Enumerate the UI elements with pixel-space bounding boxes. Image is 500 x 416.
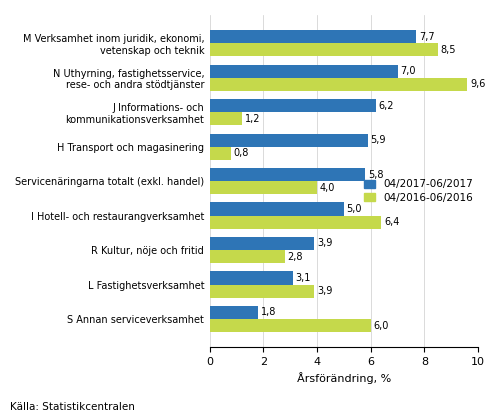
Bar xyxy=(210,237,314,250)
Text: 7,0: 7,0 xyxy=(400,66,415,76)
Bar xyxy=(210,78,468,91)
Text: 1,2: 1,2 xyxy=(244,114,260,124)
Text: 5,0: 5,0 xyxy=(346,204,362,214)
Bar xyxy=(210,168,366,181)
Bar xyxy=(210,30,416,43)
Text: 1,8: 1,8 xyxy=(260,307,276,317)
Legend: 04/2017-06/2017, 04/2016-06/2016: 04/2017-06/2017, 04/2016-06/2016 xyxy=(364,179,473,203)
Text: 2,8: 2,8 xyxy=(288,252,303,262)
Bar xyxy=(210,306,258,319)
Text: 3,9: 3,9 xyxy=(317,286,332,296)
Bar xyxy=(210,146,231,160)
Text: 6,4: 6,4 xyxy=(384,217,400,227)
Text: 3,9: 3,9 xyxy=(317,238,332,248)
Text: 5,9: 5,9 xyxy=(370,135,386,145)
Bar xyxy=(210,134,368,146)
Text: 3,1: 3,1 xyxy=(296,273,311,283)
Text: 6,0: 6,0 xyxy=(374,320,388,331)
X-axis label: Årsförändring, %: Årsförändring, % xyxy=(296,372,391,384)
Bar xyxy=(210,181,317,194)
Bar xyxy=(210,271,293,285)
Bar xyxy=(210,250,285,263)
Text: 6,2: 6,2 xyxy=(378,101,394,111)
Bar xyxy=(210,99,376,112)
Text: 8,5: 8,5 xyxy=(440,45,456,55)
Bar xyxy=(210,112,242,125)
Bar xyxy=(210,319,370,332)
Bar xyxy=(210,285,314,297)
Bar xyxy=(210,43,438,56)
Text: Källa: Statistikcentralen: Källa: Statistikcentralen xyxy=(10,402,135,412)
Text: 5,8: 5,8 xyxy=(368,170,384,180)
Bar xyxy=(210,215,382,229)
Text: 7,7: 7,7 xyxy=(419,32,434,42)
Text: 9,6: 9,6 xyxy=(470,79,486,89)
Text: 0,8: 0,8 xyxy=(234,148,249,158)
Text: 4,0: 4,0 xyxy=(320,183,335,193)
Bar xyxy=(210,64,398,78)
Bar xyxy=(210,203,344,215)
